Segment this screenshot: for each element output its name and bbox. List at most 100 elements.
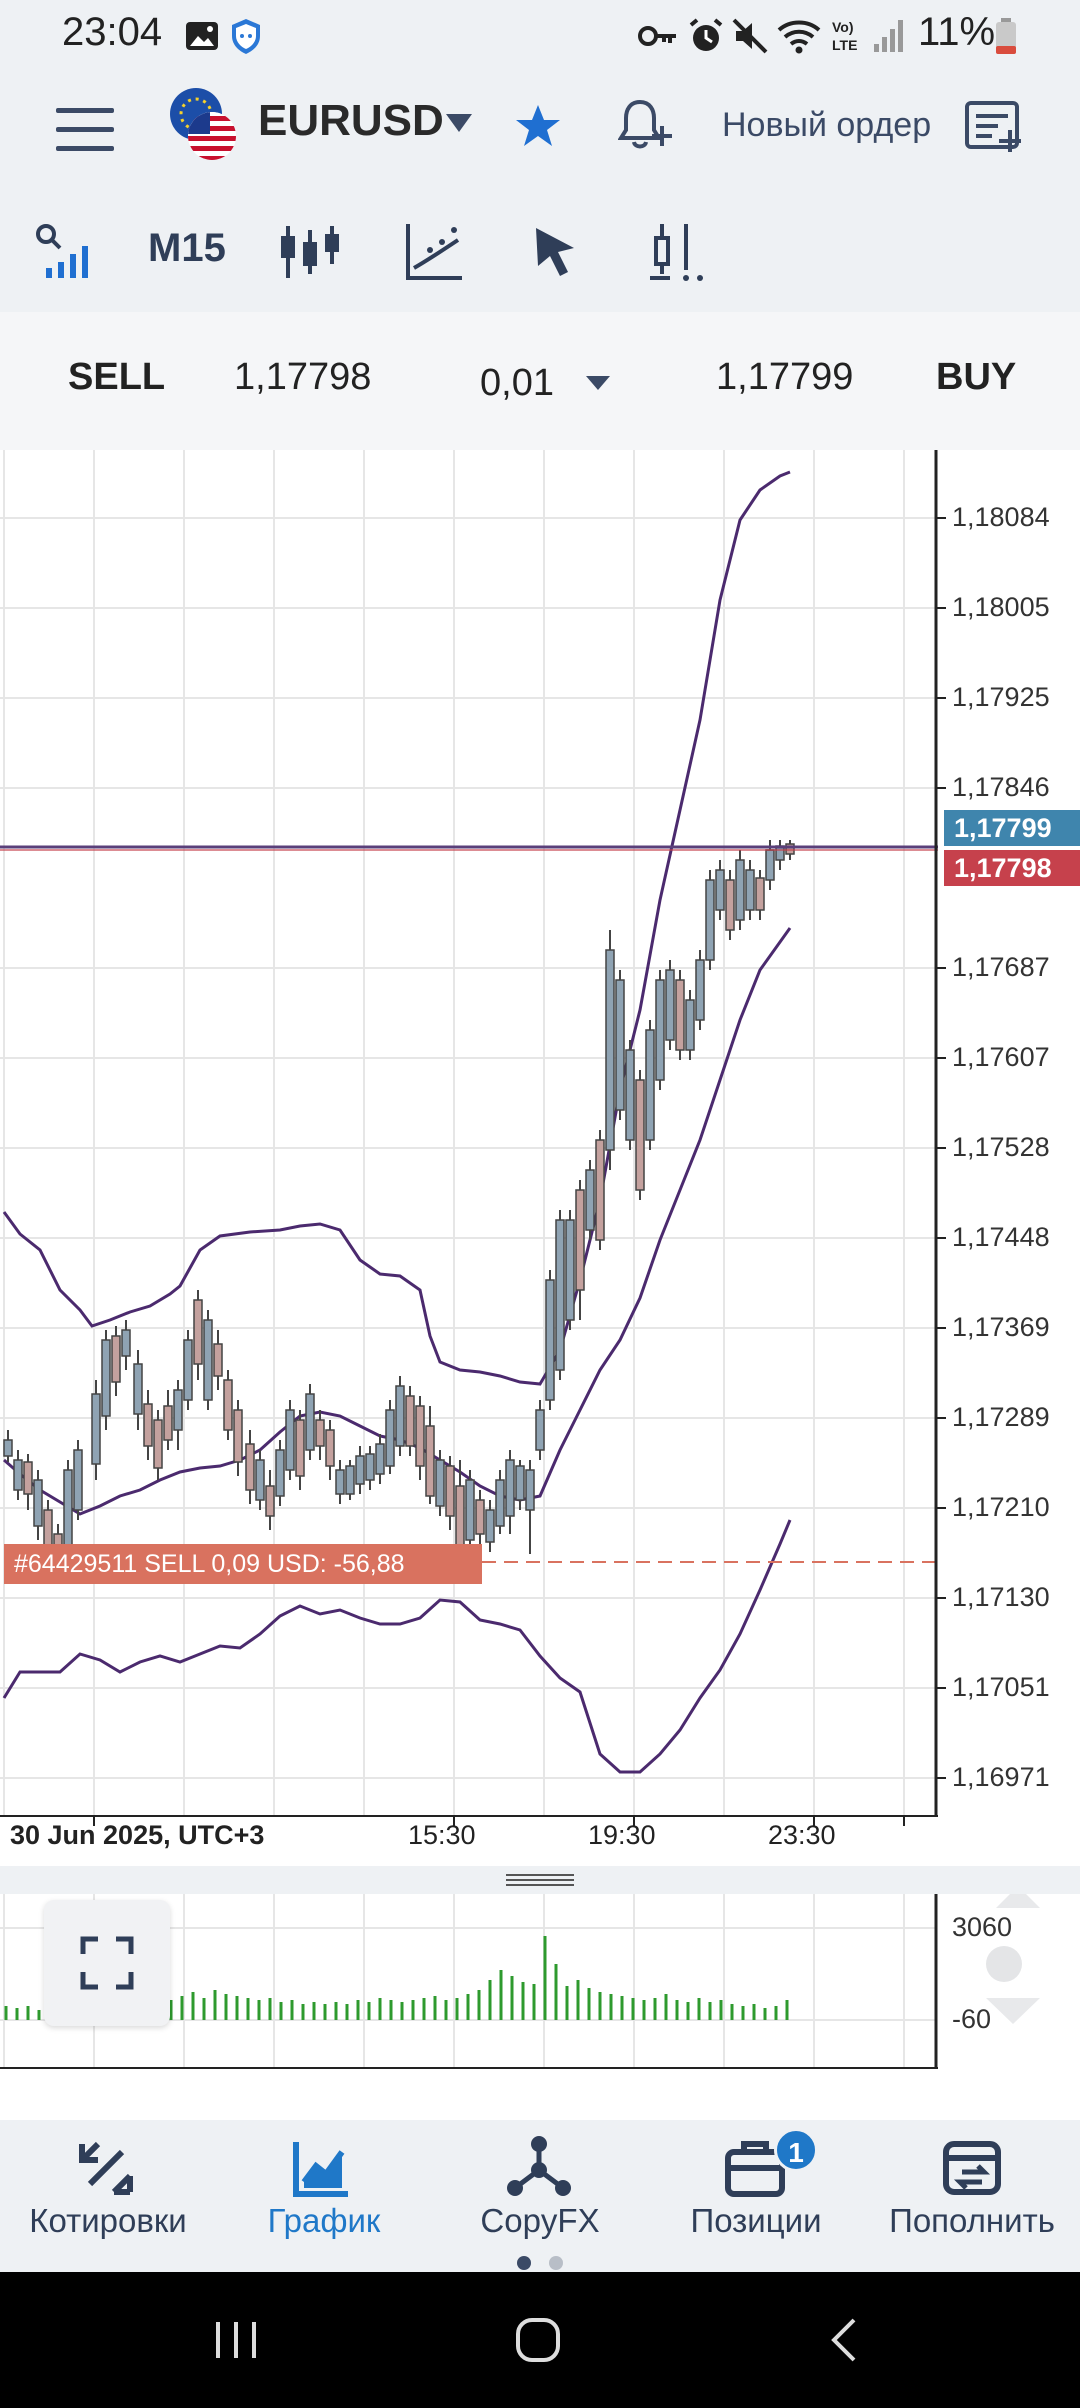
candle: [515, 1460, 525, 1510]
timeframe-button[interactable]: M15: [148, 226, 226, 270]
candle: [173, 1380, 183, 1450]
candle: [355, 1446, 365, 1494]
position-order-tag[interactable]: #64429511 SELL 0,09 USD: -56,88: [4, 1544, 482, 1584]
price-axis-label: 1,17051: [952, 1672, 1050, 1702]
candle: [3, 1430, 13, 1462]
positions-badge: 1: [774, 2128, 818, 2172]
drawing-tools-icon[interactable]: [648, 220, 708, 284]
chart-canvas[interactable]: [0, 450, 1080, 1870]
price-axis-label: 1,17289: [952, 1402, 1050, 1432]
wifi-icon: [777, 20, 821, 54]
candle: [585, 1160, 595, 1240]
candle: [705, 870, 715, 970]
drag-handle-icon[interactable]: [504, 1872, 576, 1888]
cursor-icon[interactable]: [532, 224, 580, 280]
buy-price[interactable]: 1,17799: [716, 356, 854, 398]
price-axis-label: 1,17528: [952, 1132, 1050, 1162]
candle: [535, 1400, 545, 1460]
sell-button[interactable]: SELL: [68, 356, 166, 398]
recent-apps-icon[interactable]: [212, 2318, 262, 2362]
home-icon[interactable]: [514, 2316, 562, 2364]
candle: [73, 1440, 83, 1520]
favorite-star-icon[interactable]: [514, 102, 562, 150]
price-axis-label: 1,17448: [952, 1222, 1050, 1252]
candle: [775, 840, 785, 870]
buy-button[interactable]: BUY: [936, 356, 1017, 398]
deposit-icon: [943, 2141, 1001, 2195]
new-order-icon[interactable]: [964, 100, 1024, 154]
candle: [655, 970, 665, 1090]
panel-divider[interactable]: [0, 1866, 1080, 1894]
time-label: 15:30: [408, 1820, 476, 1850]
price-axis-label: 1,17369: [952, 1312, 1050, 1342]
volume-min-label: -60: [952, 2004, 992, 2034]
candle: [193, 1290, 203, 1380]
nav-label: Позиции: [690, 2202, 822, 2239]
nav-deposit[interactable]: Пополнить: [864, 2120, 1080, 2272]
menu-icon[interactable]: [56, 104, 114, 156]
candle: [685, 990, 695, 1060]
scroll-knob[interactable]: [986, 1946, 1022, 1982]
chevron-down-icon[interactable]: [444, 112, 474, 134]
lot-size-input[interactable]: 0,01: [480, 362, 554, 404]
candle: [755, 870, 765, 920]
chart-date-label: 30 Jun 2025, UTC+3: [10, 1820, 265, 1850]
nav-quotes[interactable]: Котировки: [0, 2120, 216, 2272]
nav-chart[interactable]: График: [216, 2120, 432, 2272]
nav-positions[interactable]: 1 Позиции: [648, 2120, 864, 2272]
nav-label: CopyFX: [480, 2202, 600, 2239]
eurusd-flag-icon: [170, 88, 236, 160]
candle: [385, 1400, 395, 1474]
candle: [675, 970, 685, 1060]
nav-copyfx[interactable]: CopyFX: [432, 2120, 648, 2272]
candle: [223, 1370, 233, 1440]
candle: [305, 1384, 315, 1460]
indicators-icon[interactable]: [404, 220, 464, 284]
price-axis-label: 1,17925: [952, 682, 1050, 712]
key-icon: [638, 26, 676, 46]
candle: [605, 930, 615, 1170]
candle: [575, 1180, 585, 1320]
fullscreen-button[interactable]: [44, 1900, 170, 2026]
bid-price-tag: 1,17798: [944, 850, 1080, 886]
volume-panel[interactable]: 3060 -60: [0, 1886, 1080, 2120]
battery-percent: 11%: [918, 10, 996, 54]
back-icon[interactable]: [826, 2316, 860, 2364]
price-axis-label: 1,18005: [952, 592, 1050, 622]
positions-icon: [725, 2141, 785, 2197]
price-chart[interactable]: 1,18084 1,18005 1,17925 1,17846 1,17687 1,176…: [0, 450, 1080, 1870]
candle: [91, 1380, 101, 1480]
signal-analysis-icon[interactable]: [34, 222, 94, 282]
candle: [715, 860, 725, 920]
quotes-icon: [79, 2141, 133, 2195]
nav-label: Котировки: [29, 2202, 187, 2239]
candle: [153, 1410, 163, 1480]
new-order-button[interactable]: Новый ордер: [722, 106, 932, 144]
candle: [445, 1456, 455, 1530]
sell-price[interactable]: 1,17798: [234, 356, 372, 398]
candle: [615, 970, 625, 1120]
candlestick-icon[interactable]: [278, 220, 342, 284]
time-label: 19:30: [588, 1820, 656, 1850]
scroll-up-icon[interactable]: [996, 1886, 1040, 1908]
symbol-name[interactable]: EURUSD: [258, 96, 444, 145]
svg-text:LTE: LTE: [832, 37, 857, 53]
candle: [365, 1446, 375, 1490]
scroll-down-icon[interactable]: [986, 1998, 1040, 2024]
candle: [475, 1490, 485, 1546]
axis-ticks: [93, 517, 946, 1826]
battery-icon: [996, 18, 1016, 54]
trade-bar: SELL 1,17798 0,01 1,17799 BUY: [0, 312, 1080, 450]
candle: [285, 1400, 295, 1480]
candle: [595, 1130, 605, 1250]
candle: [325, 1420, 335, 1480]
status-time: 23:04: [62, 10, 163, 54]
bottom-navigation: Котировки График CopyFX: [0, 2120, 1080, 2272]
lot-dropdown-icon[interactable]: [584, 374, 612, 392]
candle: [645, 1020, 655, 1150]
candle: [425, 1406, 435, 1504]
candle: [33, 1470, 43, 1540]
candle: [275, 1440, 285, 1506]
candle: [255, 1450, 265, 1510]
add-alert-icon[interactable]: [618, 96, 676, 154]
